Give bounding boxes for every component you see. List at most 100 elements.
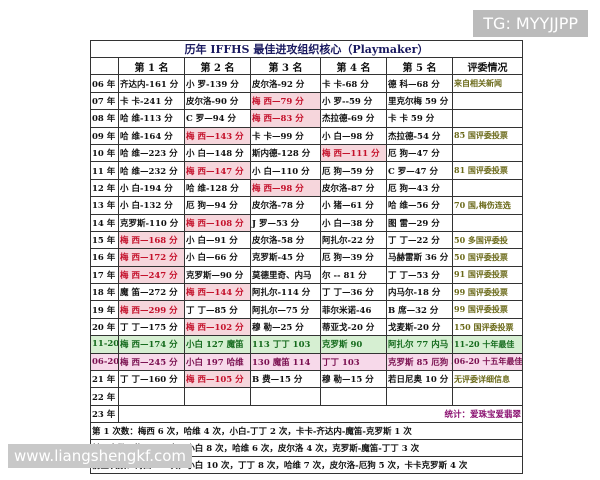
year-label: 15 年: [90, 230, 119, 250]
ranking-cell: 厄 狗—39 分: [320, 248, 387, 267]
year-label: 09 年: [90, 126, 119, 145]
data-row: 09 年哈 维-164 分梅 西—143 分卡 卡—99 分小 白—98 分杰拉…: [90, 126, 524, 145]
ranking-cell: 小 白—98 分: [320, 126, 387, 145]
ranking-cell: 内马尔-18 分: [386, 283, 453, 302]
ranking-cell: 丁丁 103: [320, 352, 387, 372]
footer-line: 第 1 次数：梅西 6 次，哈维 4 次，小白-丁丁 2 次，卡卡-齐达内-魔笛…: [89, 422, 524, 441]
jury-note: 无评委详细信息: [451, 370, 524, 389]
data-row: 22 年: [90, 387, 524, 406]
ranking-cell: 阿扎尔-114 分: [250, 283, 321, 302]
ranking-cell: 马赫雷斯 36 分: [386, 248, 453, 267]
ranking-cell: 杰拉德-69 分: [320, 109, 387, 128]
ranking-cell: 113 丁丁 103: [250, 335, 321, 354]
ranking-cell: 皮尔洛-90 分: [184, 91, 251, 111]
ranking-cell: 小 罗--59 分: [320, 91, 387, 111]
year-label: 23 年: [90, 404, 119, 424]
jury-note: 50 多国评委投: [451, 230, 524, 250]
column-header: 第 2 名: [184, 57, 251, 76]
table-body: 历年 IFFHS 最佳进攻组织核心（Playmaker） 第 1 名第 2 名第…: [89, 39, 524, 475]
ranking-cell: 若日尼奥 10 分: [386, 370, 453, 389]
ranking-cell: 阿扎尔 77 内马 71: [386, 335, 453, 354]
empty-cell: [451, 143, 524, 163]
ranking-cell: 小 白—110 分: [250, 161, 321, 180]
jury-note: 81 国评委投票: [451, 161, 524, 180]
ranking-cell: 哈 维—232 分: [118, 161, 185, 180]
data-row: 13 年小 白-132 分厄 狗—94 分皮尔洛-78 分小 猪—61 分哈 维…: [90, 196, 524, 215]
ranking-cell: 戈麦斯-20 分: [386, 317, 453, 337]
data-row: 20 年丁 丁—175 分梅 西—102 分穆 勒—25 分蒂亚戈-20 分戈麦…: [90, 317, 524, 337]
column-header: 第 5 名: [386, 57, 453, 76]
empty-cell: [386, 387, 453, 406]
jury-note: 11-20 十年最佳: [451, 335, 524, 354]
empty-cell: [320, 387, 387, 406]
ranking-cell: 小白 127 魔笛: [184, 335, 251, 354]
ranking-cell: 梅 西—247 分: [118, 265, 185, 285]
empty-cell: [250, 387, 321, 406]
ranking-cell: 小 白-194 分: [118, 178, 185, 198]
title-row: 历年 IFFHS 最佳进攻组织核心（Playmaker）: [89, 39, 524, 59]
ranking-cell: 皮尔洛-92 分: [250, 74, 321, 93]
empty-cell: [451, 387, 524, 406]
ranking-cell: C 罗—47 分: [386, 161, 453, 180]
ranking-cell: 阿扎尔—75 分: [250, 300, 321, 319]
ranking-cell: 小 白—91 分: [184, 230, 251, 250]
empty-cell: [451, 109, 524, 128]
ranking-cell: 杰拉德-54 分: [386, 126, 453, 145]
ranking-cell: 厄 狗—47 分: [386, 143, 453, 163]
stats-note: 统计：爱珠宝爱翡翠: [117, 404, 524, 424]
ranking-cell: 卡 卡-241 分: [118, 91, 185, 111]
ranking-cell: 梅 西—172 分: [118, 248, 185, 267]
ranking-cell: 穆 勒—25 分: [250, 317, 321, 337]
ranking-cell: 皮尔洛-58 分: [250, 230, 321, 250]
year-label: 06 年: [90, 74, 119, 93]
ranking-cell: 丁 丁—175 分: [118, 317, 185, 337]
footer-row: 第 1 次数：梅西 6 次，哈维 4 次，小白-丁丁 2 次，卡卡-齐达内-魔笛…: [89, 422, 524, 441]
ranking-cell: 梅 西—147 分: [184, 161, 251, 180]
year-label: 21 年: [90, 370, 119, 389]
column-header: 第 1 名: [118, 57, 185, 76]
ranking-cell: 小 猪—61 分: [320, 196, 387, 215]
jury-note: 06-20 十五年最佳: [451, 352, 524, 372]
ranking-cell: 穆 勒—15 分: [320, 370, 387, 389]
ranking-cell: 梅 西—299 分: [118, 300, 185, 319]
year-label: 12 年: [90, 178, 119, 198]
ranking-cell: 皮尔洛-87 分: [320, 178, 387, 198]
ranking-cell: 卡 卡 59 分: [386, 109, 453, 128]
ranking-cell: 尔 -- 81 分: [320, 265, 387, 285]
ranking-cell: 厄 狗—94 分: [184, 196, 251, 215]
ranking-cell: 梅 西—143 分: [184, 126, 251, 145]
empty-cell: [184, 387, 251, 406]
ranking-cell: 梅 西—245 分: [118, 352, 185, 372]
ranking-cell: 克罗斯-45 分: [250, 248, 321, 267]
year-label: 13 年: [90, 196, 119, 215]
ranking-cell: 齐达内-161 分: [118, 74, 185, 93]
jury-note: 来自相关新闻: [451, 74, 524, 93]
ranking-cell: 阿扎尔-22 分: [320, 230, 387, 250]
data-row: 12 年小 白-194 分哈 维-128 分梅 西—98 分皮尔洛-87 分厄 …: [90, 178, 524, 198]
data-row: 16 年梅 西—172 分小 白—66 分克罗斯-45 分厄 狗—39 分马赫雷…: [90, 248, 524, 267]
ranking-cell: 厄 狗—43 分: [386, 178, 453, 198]
year-label: 18 年: [90, 283, 119, 302]
watermark: TG: MYYJJPP: [473, 10, 588, 37]
data-row: 06 年齐达内-161 分小 罗-139 分皮尔洛-92 分卡 卡-68 分德 …: [90, 74, 524, 93]
ranking-cell: 梅 西—111 分: [320, 143, 387, 163]
ranking-cell: 丁 丁—36 分: [320, 283, 387, 302]
ranking-cell: 小 白-132 分: [118, 196, 185, 215]
header-row: 第 1 名第 2 名第 3 名第 4 名第 5 名评委情况: [90, 57, 524, 76]
ranking-cell: 小 罗-139 分: [184, 74, 251, 93]
ranking-cell: 哈 维-128 分: [184, 178, 251, 198]
year-label: 22 年: [90, 387, 119, 406]
ranking-cell: 梅 西—79 分: [250, 91, 321, 111]
ranking-cell: 小白 197 哈维: [184, 352, 251, 372]
corner-cell: [90, 57, 119, 76]
empty-cell: [451, 178, 524, 198]
ranking-cell: 蒂亚戈-20 分: [320, 317, 387, 337]
ranking-cell: 梅 西—105 分: [184, 370, 251, 389]
ranking-cell: 哈 维-164 分: [118, 126, 185, 145]
data-row: 23 年统计：爱珠宝爱翡翠: [90, 404, 524, 424]
ranking-cell: 哈 维-113 分: [118, 109, 185, 128]
year-label: 19 年: [90, 300, 119, 319]
